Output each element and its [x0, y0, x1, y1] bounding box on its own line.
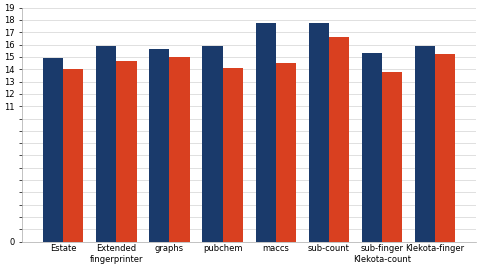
Bar — [435, 54, 455, 242]
Bar — [382, 72, 402, 242]
Bar — [116, 61, 136, 242]
Bar — [309, 23, 329, 242]
Bar — [203, 46, 223, 242]
Bar — [169, 57, 190, 242]
Bar — [415, 46, 435, 242]
Bar — [223, 68, 243, 242]
Bar — [96, 46, 116, 242]
Bar — [43, 58, 63, 242]
Bar — [276, 63, 296, 242]
Bar — [329, 37, 349, 242]
Bar — [63, 69, 84, 242]
Bar — [362, 53, 382, 242]
Bar — [255, 23, 276, 242]
Bar — [149, 49, 169, 242]
